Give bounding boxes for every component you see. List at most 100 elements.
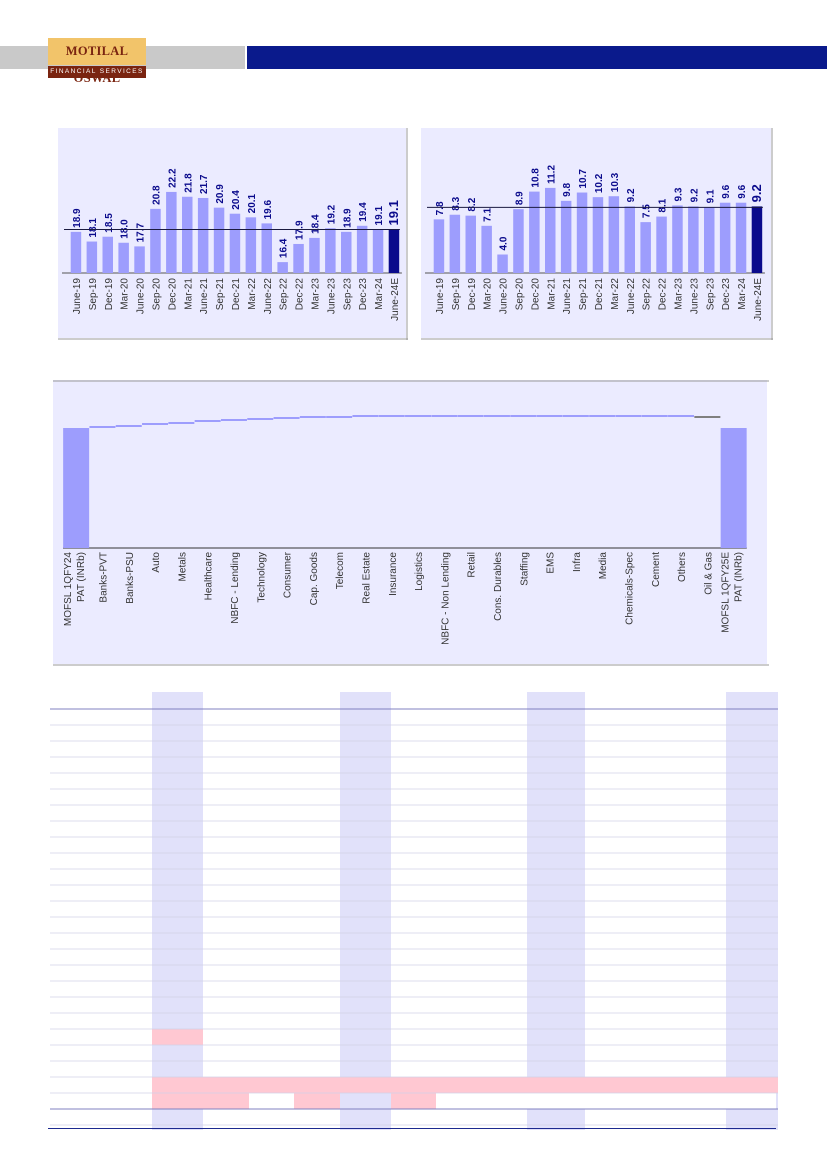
category-label: Healthcare <box>204 552 215 601</box>
category-label: MOFSL 1QFY24 <box>63 552 74 627</box>
category-label: Mar-20 <box>483 278 494 310</box>
category-label: Mar-23 <box>310 278 321 310</box>
category-label: June-20 <box>136 278 147 315</box>
category-label: June-19 <box>435 278 446 315</box>
data-label: 10.3 <box>610 172 621 192</box>
category-label: Insurance <box>388 552 399 596</box>
header-band-navy <box>247 46 827 69</box>
bar <box>576 192 588 273</box>
category-label: Others <box>677 552 688 582</box>
data-label: 9.6 <box>721 184 732 198</box>
category-label: June-21 <box>562 278 573 315</box>
bar <box>115 425 142 427</box>
bar <box>405 415 432 417</box>
bar <box>213 207 225 273</box>
data-label: 9.2 <box>626 188 637 202</box>
bar <box>299 416 326 418</box>
data-label: 19.2 <box>326 204 337 224</box>
bar <box>352 415 379 417</box>
category-label: Banks-PVT <box>98 552 109 603</box>
category-label: Sep-21 <box>215 278 226 311</box>
category-label: Dec-19 <box>104 278 115 311</box>
category-label: June-22 <box>263 278 274 315</box>
bar <box>273 417 300 419</box>
data-label: 21.8 <box>183 173 194 193</box>
bar <box>720 428 747 548</box>
blank-cell <box>630 1093 776 1109</box>
category-label: Retail <box>467 552 478 578</box>
shaded-column <box>340 692 391 1130</box>
category-label: Cap. Goods <box>309 552 320 605</box>
category-label: June-22 <box>626 278 637 315</box>
logo-tagline: FINANCIAL SERVICES <box>48 66 146 78</box>
category-label: Technology <box>256 552 267 603</box>
category-label: NBFC - Non Lending <box>440 552 451 645</box>
category-label: Mar-20 <box>120 278 131 310</box>
data-label: 20.9 <box>215 184 226 204</box>
category-label: Metals <box>177 552 188 581</box>
bar <box>592 197 604 273</box>
category-label: Sep-22 <box>279 278 290 311</box>
category-label: Chemicals-Spec <box>624 552 635 625</box>
category-label: Sep-19 <box>451 278 462 311</box>
category-label: Logistics <box>414 552 425 591</box>
bar <box>356 225 368 273</box>
data-label: 21.7 <box>199 174 210 194</box>
data-label: 18.1 <box>88 218 99 238</box>
shaded-column <box>726 692 778 1130</box>
chart-right: 7.8 June-19 8.3 Sep-19 8.2 Dec-19 7.1 Mar-20 4.0… <box>421 128 773 340</box>
data-label: 19.1 <box>374 206 385 226</box>
bar <box>166 191 177 273</box>
highlight-cell <box>203 1093 249 1109</box>
category-label: Sep-23 <box>705 278 716 311</box>
data-label: 17.7 <box>136 222 147 242</box>
category-label: Staffing <box>519 552 530 586</box>
data-label: 20.1 <box>247 193 258 213</box>
company-logo: MOTILAL OSWAL FINANCIAL SERVICES <box>48 38 146 85</box>
highlight-cell <box>294 1093 340 1109</box>
bar <box>168 422 195 424</box>
bar <box>326 416 353 418</box>
bar <box>536 415 563 417</box>
bar <box>589 415 616 417</box>
data-label: 7.1 <box>483 207 494 221</box>
category-label: Dec-21 <box>231 278 242 311</box>
bar <box>751 206 763 273</box>
category-label: Media <box>598 552 609 580</box>
data-label: 19.4 <box>358 202 369 222</box>
category-label: Dec-20 <box>167 278 178 311</box>
bar <box>102 236 113 273</box>
data-label: 19.6 <box>263 199 274 219</box>
highlight-cell <box>152 1093 203 1109</box>
data-label: 9.3 <box>673 187 684 201</box>
category-label: Dec-21 <box>594 278 605 311</box>
bar <box>656 216 667 273</box>
category-label: Sep-23 <box>342 278 353 311</box>
data-label: 16.4 <box>279 238 290 258</box>
bar <box>142 423 169 425</box>
data-label: 9.2 <box>749 184 764 202</box>
category-label: Sep-21 <box>578 278 589 311</box>
bar <box>293 243 304 273</box>
category-label: Mar-21 <box>546 278 557 310</box>
bar <box>497 254 508 273</box>
bar <box>529 191 540 273</box>
category-label: Consumer <box>283 551 294 598</box>
bar <box>309 237 320 273</box>
bar <box>672 205 683 273</box>
bar <box>325 228 336 273</box>
data-label: 9.2 <box>689 188 700 202</box>
bar <box>134 246 145 273</box>
category-label: Sep-20 <box>514 278 525 311</box>
bar <box>433 219 445 273</box>
bar <box>261 223 272 273</box>
data-label: 9.6 <box>737 184 748 198</box>
bar <box>378 415 405 417</box>
bar <box>247 418 274 420</box>
highlight-cell <box>391 1093 436 1109</box>
chart-left: 18.9 June-19 18.1 Sep-19 18.5 Dec-19 18.0 Mar-2… <box>58 128 408 340</box>
bar <box>388 229 400 273</box>
category-label: June-23 <box>326 278 337 315</box>
data-label: 18.4 <box>310 214 321 234</box>
shaded-column <box>152 692 203 1130</box>
